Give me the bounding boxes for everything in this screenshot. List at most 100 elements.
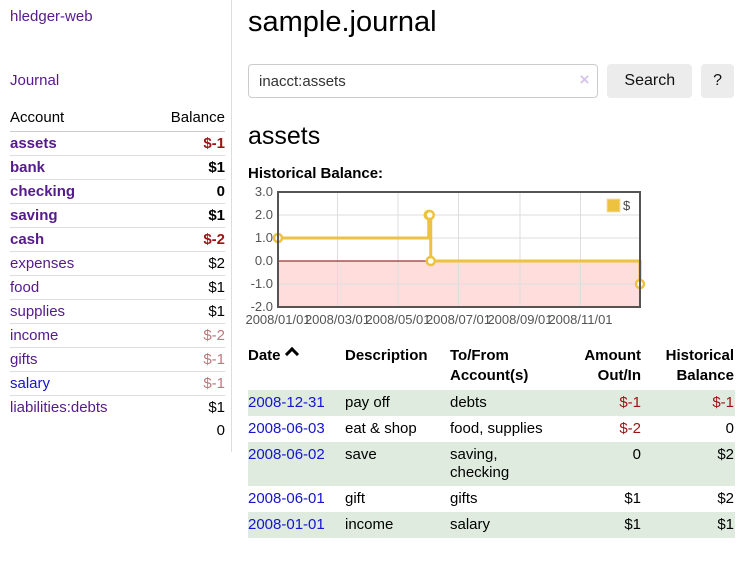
account-row: cash $-2: [10, 227, 225, 252]
transaction-description: eat & shop: [345, 420, 417, 437]
account-row: expenses $2: [10, 251, 225, 276]
transaction-description: income: [345, 516, 394, 533]
account-link[interactable]: cash: [10, 231, 45, 248]
account-link[interactable]: salary: [10, 375, 51, 392]
transaction-accounts: salary: [450, 516, 491, 533]
account-row: bank $1: [10, 155, 225, 180]
account-row: income $-2: [10, 323, 225, 348]
transaction-date-link[interactable]: 2008-06-01: [248, 490, 325, 507]
chart-x-tick-label: 2008/11/01: [548, 312, 612, 327]
account-balance: 0: [148, 179, 225, 204]
app-title-link[interactable]: hledger-web: [10, 8, 93, 25]
chart-y-tick-label: 0.0: [255, 253, 273, 268]
search-form: × Search ?: [248, 64, 734, 98]
clear-search-icon[interactable]: ×: [579, 70, 590, 89]
transaction-date-link[interactable]: 2008-06-03: [248, 420, 325, 437]
account-link[interactable]: assets: [10, 135, 57, 152]
transaction-date-link[interactable]: 2008-01-01: [248, 516, 325, 533]
account-row: food $1: [10, 275, 225, 300]
chart-x-tick-label: 2008/03/01: [305, 312, 370, 327]
chart-data-point: [424, 209, 435, 221]
sidebar-item-journal[interactable]: Journal: [10, 72, 60, 89]
accounts-total-row: 0: [10, 419, 225, 442]
register-table: Date Description To/From Account(s) Amou…: [248, 344, 735, 538]
help-button[interactable]: ?: [701, 64, 734, 98]
chart-y-tick-label: 2.0: [255, 207, 273, 222]
chart-border: [277, 191, 641, 308]
chart-legend-label: $: [623, 198, 631, 213]
account-balance: $1: [148, 203, 225, 228]
account-link[interactable]: food: [10, 279, 40, 296]
register-header-date: Date: [248, 344, 345, 390]
transaction-date-link[interactable]: 2008-06-02: [248, 446, 325, 463]
transaction-accounts: food, supplies: [450, 420, 543, 437]
account-row: salary $-1: [10, 371, 225, 396]
sort-asc-icon: [284, 346, 299, 362]
account-link[interactable]: liabilities:debts: [10, 399, 108, 416]
transaction-balance: $-1: [712, 394, 734, 411]
register-row: 2008-06-01 gift gifts $1 $2: [248, 486, 735, 512]
register-row: 2008-01-01 income salary $1 $1: [248, 512, 735, 538]
account-link[interactable]: bank: [10, 159, 46, 176]
transaction-description: gift: [345, 490, 366, 507]
transaction-balance: 0: [725, 420, 734, 437]
transaction-accounts: debts: [450, 394, 487, 411]
transaction-amount: $1: [624, 490, 641, 507]
transaction-amount: 0: [632, 446, 641, 463]
accounts-header-balance: Balance: [148, 106, 225, 132]
account-row: liabilities:debts $1: [10, 395, 225, 419]
account-row: assets $-1: [10, 132, 225, 156]
search-button[interactable]: Search: [607, 64, 693, 98]
account-balance: $-2: [148, 323, 225, 348]
account-link[interactable]: expenses: [10, 255, 75, 272]
accounts-table: Account Balance assets $-1 bank $1 checking 0…: [10, 106, 225, 442]
account-link[interactable]: gifts: [10, 351, 38, 368]
transaction-description: pay off: [345, 394, 390, 411]
chart-legend-swatch: [606, 198, 621, 213]
transaction-amount: $-2: [619, 420, 641, 437]
register-row: 2008-06-02 save saving, checking 0 $2: [248, 442, 735, 486]
transaction-accounts: gifts: [450, 490, 478, 507]
chart-y-tick-label: -2.0: [251, 299, 273, 314]
account-balance: $1: [148, 395, 225, 419]
account-row: gifts $-1: [10, 347, 225, 372]
register-header-amount: Amount Out/In: [584, 347, 641, 384]
chart-x-tick-label: 2008/07/01: [426, 312, 491, 327]
register-header-balance: Historical Balance: [665, 347, 734, 384]
chart-x-tick-label: 2008/09/01: [487, 312, 552, 327]
transaction-date-link[interactable]: 2008-12-31: [248, 394, 325, 411]
chart-x-tick-label: 2008/05/01: [365, 312, 430, 327]
chart-y-tick-label: 3.0: [255, 184, 273, 199]
account-balance: $-1: [203, 135, 225, 152]
account-balance: $1: [148, 155, 225, 180]
accounts-total-value: 0: [216, 422, 225, 439]
main-content: sample.journal × Search ? assets Histori…: [232, 0, 742, 538]
account-title: assets: [248, 122, 321, 150]
transaction-balance: $2: [717, 446, 734, 463]
register-header-description: Description: [345, 347, 428, 364]
account-row: checking 0: [10, 179, 225, 204]
page-title: sample.journal: [248, 6, 437, 38]
transaction-balance: $2: [717, 490, 734, 507]
chart-y-tick-label: 1.0: [255, 230, 273, 245]
transaction-amount: $-1: [619, 394, 641, 411]
account-row: saving $1: [10, 203, 225, 228]
account-link[interactable]: income: [10, 327, 59, 344]
transaction-accounts: saving, checking: [450, 446, 510, 481]
search-input-wrap: ×: [248, 64, 599, 98]
account-balance: $1: [148, 275, 225, 300]
register-row: 2008-12-31 pay off debts $-1 $-1: [248, 390, 735, 416]
chart-y-tick-label: -1.0: [251, 276, 273, 291]
chart-heading: Historical Balance:: [248, 165, 384, 182]
search-input[interactable]: [248, 64, 599, 98]
account-balance: $-1: [148, 371, 225, 396]
chart-data-point: [425, 255, 436, 267]
account-link[interactable]: supplies: [10, 303, 66, 320]
account-balance: $-1: [148, 347, 225, 372]
account-link[interactable]: saving: [10, 207, 58, 224]
transaction-description: save: [345, 446, 377, 463]
account-link[interactable]: checking: [10, 183, 76, 200]
register-header-account: To/From Account(s): [450, 347, 529, 384]
account-row: supplies $1: [10, 299, 225, 324]
account-balance: $2: [148, 251, 225, 276]
